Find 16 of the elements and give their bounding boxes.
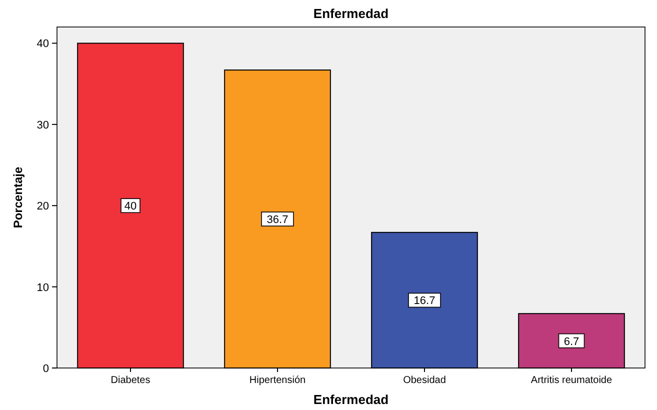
data-label: 36.7 <box>266 214 288 226</box>
chart-title: Enfermedad <box>313 6 389 21</box>
y-tick-label: 20 <box>36 200 49 213</box>
x-tick-label: Obesidad <box>403 375 446 386</box>
x-tick-label: Artritis reumatoide <box>530 375 613 386</box>
y-axis-title: Porcentaje <box>11 166 25 228</box>
y-tick-label: 40 <box>36 38 49 50</box>
x-tick-label: Diabetes <box>110 375 150 386</box>
x-axis-title: Enfermedad <box>313 392 389 407</box>
x-tick-label: Hipertensión <box>249 375 306 386</box>
data-label: 6.7 <box>564 336 580 348</box>
y-tick-label: 30 <box>36 119 49 132</box>
data-label: 40 <box>124 200 137 213</box>
y-tick-label: 10 <box>36 282 49 294</box>
data-label: 16.7 <box>414 295 436 308</box>
y-tick-label: 0 <box>42 363 49 375</box>
